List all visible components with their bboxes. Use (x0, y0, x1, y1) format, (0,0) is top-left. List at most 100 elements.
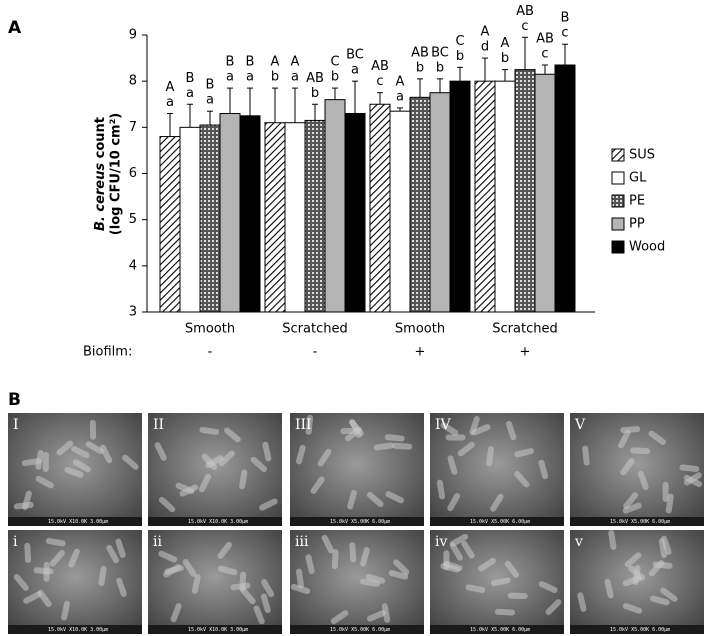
sem-cell (42, 452, 49, 473)
x-tick-label: Smooth (395, 322, 445, 337)
sem-cell (158, 550, 178, 563)
y-axis-title: B. cereus count (93, 117, 108, 231)
sem-cell (622, 603, 643, 614)
sem-caption: 15.0kV X5.00K 6.00µm (470, 519, 530, 525)
letter-upper: AB (516, 4, 534, 19)
sem-label: IV (435, 417, 452, 433)
sem-cell (545, 599, 562, 615)
sem-cell (98, 566, 107, 586)
sem-cell (261, 579, 275, 598)
sem-cell (259, 498, 278, 511)
sem-cell (296, 568, 304, 589)
sem-cell (64, 466, 84, 478)
sem-cell (507, 592, 528, 600)
sem-label: v (574, 534, 583, 550)
panel-label: A (8, 18, 22, 38)
sem-cell (623, 492, 639, 510)
sem-cell (68, 548, 80, 568)
sem-cell (13, 574, 29, 591)
sem-cell (35, 475, 54, 489)
y-tick-label: 9 (129, 28, 137, 43)
letter-upper: B (561, 11, 570, 26)
sem-cell (661, 535, 672, 555)
bar (514, 69, 536, 313)
sem-cell (224, 427, 241, 443)
legend-swatch (611, 194, 625, 208)
sem-cell (381, 603, 391, 623)
sem-cell (652, 561, 673, 569)
sem-cell (349, 542, 357, 563)
sem-cell (465, 584, 486, 593)
biofilm-sign: - (208, 345, 213, 360)
sem-caption: 15.0kV X5.00K 6.00µm (610, 627, 670, 633)
sem-cell (445, 434, 466, 441)
sem-cell (89, 419, 97, 440)
sem-cell (622, 502, 642, 514)
sem-background (290, 530, 424, 634)
sem-cell (385, 491, 404, 504)
letter-lower: a (351, 63, 359, 78)
sem-cell (72, 459, 91, 473)
sem-cell (191, 574, 201, 594)
sem-image: 15.0kV X5.00K 6.00µm iii (290, 530, 424, 634)
sem-footer (8, 625, 142, 634)
y-axis-unit: (log CFU/10 cm²) (109, 113, 124, 235)
x-tick-label: Scratched (492, 322, 557, 337)
sem-cell (290, 583, 311, 594)
letter-lower: b (311, 86, 319, 101)
y-tick-label: 5 (129, 212, 137, 227)
sem-image: 15.0kV X5.00K 6.00µm V (570, 413, 704, 526)
y-axis-title-italic: B. cereus (93, 163, 108, 231)
sem-cell (199, 426, 220, 435)
legend-swatch (611, 217, 625, 231)
sem-cell (436, 479, 446, 500)
sem-caption: 15.0kV X5.00K 6.00µm (470, 627, 530, 633)
sem-label: II (153, 417, 164, 433)
letter-lower: b (416, 60, 424, 75)
sem-footer (430, 625, 564, 634)
sem-caption: 15.0kV X10.0K 3.00µm (48, 627, 108, 633)
sem-cell (447, 492, 461, 512)
bar (494, 80, 516, 313)
sem-cell (388, 570, 409, 580)
biofilm-sign: + (415, 345, 426, 360)
sem-label: I (13, 417, 19, 433)
letter-upper: A (271, 55, 280, 70)
bar (344, 112, 366, 313)
sem-cell (305, 414, 314, 435)
sem-cell (469, 415, 480, 436)
biofilm-sign: - (313, 345, 318, 360)
y-tick-label: 4 (129, 258, 137, 273)
sem-cell (182, 558, 197, 577)
legend-label: Wood (629, 240, 665, 255)
sem-cell (56, 440, 74, 456)
legend-label: GL (629, 171, 647, 186)
sem-cell (360, 547, 370, 567)
sem-cell (366, 610, 386, 622)
sem-cell (630, 447, 651, 455)
letter-upper: B (206, 78, 215, 93)
bar (264, 122, 286, 313)
letter-lower: a (186, 86, 194, 101)
letter-lower: a (206, 93, 214, 108)
letter-lower: d (481, 40, 489, 55)
bar (219, 112, 241, 313)
sem-cell (295, 444, 306, 465)
y-tick-label: 7 (129, 120, 137, 135)
sem-cell (122, 454, 139, 470)
sem-cell (538, 459, 549, 480)
bar (474, 80, 496, 313)
sem-cell (471, 424, 491, 436)
sem-cell (660, 587, 678, 602)
sem-image: 15.0kV X10.0K 3.00µm I (8, 413, 142, 526)
sem-cell (23, 591, 42, 604)
sem-cell (305, 554, 315, 574)
sem-caption: 15.0kV X5.00K 6.00µm (330, 627, 390, 633)
letter-lower: c (541, 47, 548, 62)
sem-cell (365, 573, 386, 584)
bar (369, 103, 391, 313)
sem-cell (45, 537, 66, 547)
sem-label: III (295, 417, 312, 433)
sem-cell (486, 446, 494, 467)
